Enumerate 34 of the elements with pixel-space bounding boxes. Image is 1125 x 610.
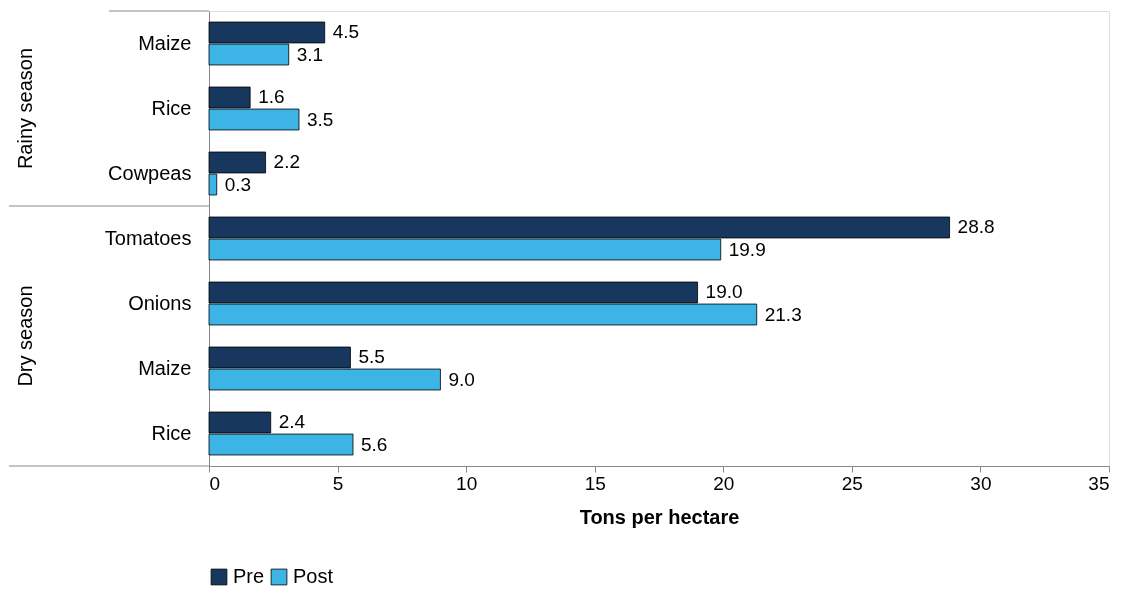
y-tick-label: Cowpeas xyxy=(108,161,192,184)
x-tick-label: 20 xyxy=(713,472,735,494)
data-label: 3.1 xyxy=(296,43,324,65)
x-tick-label: 10 xyxy=(456,472,478,494)
data-label: 19.0 xyxy=(705,281,743,303)
legend-label: Post xyxy=(293,565,334,587)
x-tick-label: 35 xyxy=(1088,472,1110,494)
data-label: 2.2 xyxy=(273,151,300,173)
data-label: 3.5 xyxy=(307,108,334,130)
x-tick-label: 30 xyxy=(970,472,992,494)
x-tick-label: 25 xyxy=(841,472,863,494)
x-tick-label: 0 xyxy=(209,472,221,494)
data-label: 9.0 xyxy=(448,368,475,390)
x-tick-label: 15 xyxy=(584,472,606,494)
text: Rainy season xyxy=(14,47,36,170)
y-tick-label: Rice xyxy=(151,421,192,444)
text: Dry season xyxy=(14,285,36,387)
data-label: 5.6 xyxy=(361,433,388,455)
y-tick-label: Maize xyxy=(138,31,192,54)
data-label: 4.5 xyxy=(332,21,360,43)
data-label: 0.3 xyxy=(224,173,252,195)
x-axis-title: Tons per hectare xyxy=(579,505,740,528)
data-label: 21.3 xyxy=(764,303,802,325)
legend-label: Pre xyxy=(233,565,265,587)
data-label: 28.8 xyxy=(957,216,995,238)
data-label: 1.6 xyxy=(258,86,285,108)
y-tick-label: Maize xyxy=(138,356,192,379)
y-tick-label: Onions xyxy=(128,291,192,314)
x-tick-label: 5 xyxy=(332,472,344,494)
y-tick-label: Rice xyxy=(151,96,192,119)
y-tick-label: Tomatoes xyxy=(104,226,192,249)
data-label: 5.5 xyxy=(358,346,385,368)
data-label: 2.4 xyxy=(278,411,306,433)
data-label: 19.9 xyxy=(728,238,766,260)
